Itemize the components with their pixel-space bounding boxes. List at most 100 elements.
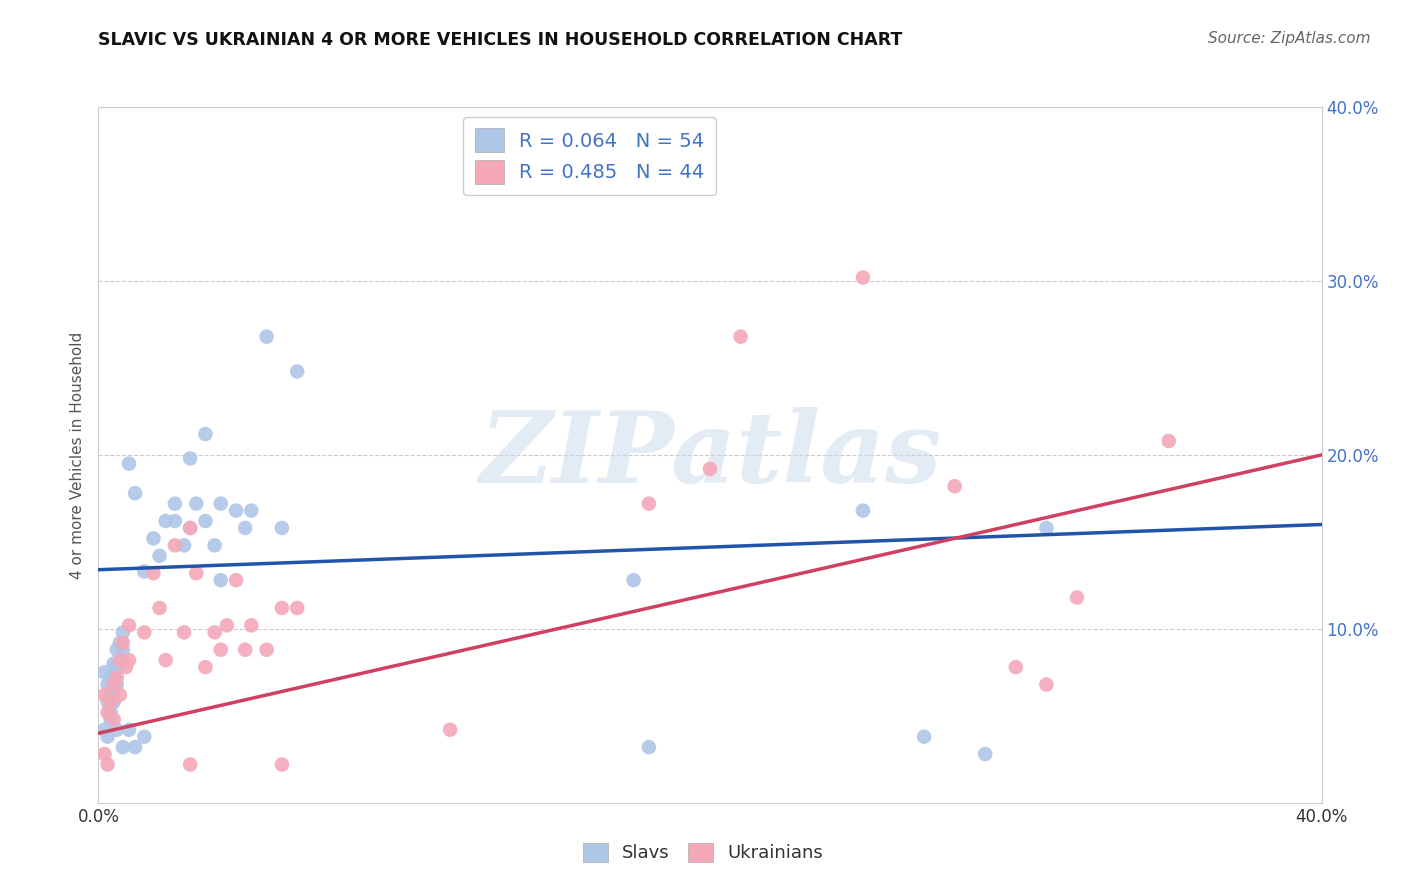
Point — [118, 723, 141, 737]
Point — [142, 566, 165, 581]
Point — [225, 503, 247, 517]
Point — [194, 660, 217, 674]
Point — [194, 514, 217, 528]
Point — [943, 479, 966, 493]
Point — [111, 642, 134, 657]
Point — [108, 653, 131, 667]
Point — [179, 757, 201, 772]
Point — [100, 706, 122, 720]
Point — [209, 497, 232, 511]
Point — [100, 712, 122, 726]
Point — [270, 601, 292, 615]
Point — [179, 521, 201, 535]
Point — [149, 549, 172, 563]
Point — [97, 730, 120, 744]
Point — [100, 688, 122, 702]
Point — [103, 677, 125, 691]
Point — [270, 521, 292, 535]
Point — [142, 532, 165, 546]
Point — [105, 642, 128, 657]
Point — [1157, 434, 1180, 448]
Point — [93, 665, 115, 680]
Point — [93, 723, 115, 737]
Point — [97, 677, 120, 691]
Point — [108, 636, 131, 650]
Point — [111, 625, 134, 640]
Point — [118, 653, 141, 667]
Point — [240, 503, 263, 517]
Point — [103, 671, 125, 685]
Point — [285, 601, 308, 615]
Point — [115, 660, 138, 674]
Text: SLAVIC VS UKRAINIAN 4 OR MORE VEHICLES IN HOUSEHOLD CORRELATION CHART: SLAVIC VS UKRAINIAN 4 OR MORE VEHICLES I… — [98, 31, 903, 49]
Point — [204, 625, 226, 640]
Point — [111, 636, 134, 650]
Point — [103, 657, 125, 671]
Text: Source: ZipAtlas.com: Source: ZipAtlas.com — [1208, 31, 1371, 46]
Point — [215, 618, 238, 632]
Point — [179, 451, 201, 466]
Point — [186, 497, 208, 511]
Point — [108, 653, 131, 667]
Point — [155, 653, 177, 667]
Point — [209, 573, 232, 587]
Point — [105, 723, 128, 737]
Point — [1004, 660, 1026, 674]
Point — [256, 329, 278, 343]
Point — [256, 642, 278, 657]
Point — [105, 660, 128, 674]
Point — [100, 695, 122, 709]
Point — [100, 671, 122, 685]
Point — [134, 730, 156, 744]
Point — [1035, 677, 1057, 691]
Text: ZIPatlas: ZIPatlas — [479, 407, 941, 503]
Point — [623, 573, 645, 587]
Point — [97, 695, 120, 709]
Point — [852, 270, 875, 285]
Point — [163, 514, 186, 528]
Y-axis label: 4 or more Vehicles in Household: 4 or more Vehicles in Household — [70, 331, 86, 579]
Point — [103, 695, 125, 709]
Point — [124, 486, 146, 500]
Point — [103, 712, 125, 726]
Point — [637, 740, 661, 755]
Point — [270, 757, 292, 772]
Point — [134, 565, 156, 579]
Point — [111, 740, 134, 755]
Point — [93, 688, 115, 702]
Point — [439, 723, 461, 737]
Point — [103, 682, 125, 697]
Point — [233, 642, 256, 657]
Legend: R = 0.064   N = 54, R = 0.485   N = 44: R = 0.064 N = 54, R = 0.485 N = 44 — [463, 117, 716, 195]
Point — [173, 625, 195, 640]
Point — [118, 457, 141, 471]
Point — [179, 521, 201, 535]
Point — [1066, 591, 1088, 605]
Point — [97, 757, 120, 772]
Point — [97, 706, 120, 720]
Point — [118, 618, 141, 632]
Point — [233, 521, 256, 535]
Point — [240, 618, 263, 632]
Point — [149, 601, 172, 615]
Point — [163, 497, 186, 511]
Point — [105, 677, 128, 691]
Point — [155, 514, 177, 528]
Point — [194, 427, 217, 442]
Point — [124, 740, 146, 755]
Point — [912, 730, 935, 744]
Point — [225, 573, 247, 587]
Point — [209, 642, 232, 657]
Point — [637, 497, 661, 511]
Point — [186, 566, 208, 581]
Legend: Slavs, Ukrainians: Slavs, Ukrainians — [575, 836, 831, 870]
Point — [93, 747, 115, 761]
Point — [134, 625, 156, 640]
Point — [1035, 521, 1057, 535]
Point — [105, 671, 128, 685]
Point — [204, 538, 226, 552]
Point — [730, 329, 752, 343]
Point — [974, 747, 997, 761]
Point — [852, 503, 875, 517]
Point — [699, 462, 721, 476]
